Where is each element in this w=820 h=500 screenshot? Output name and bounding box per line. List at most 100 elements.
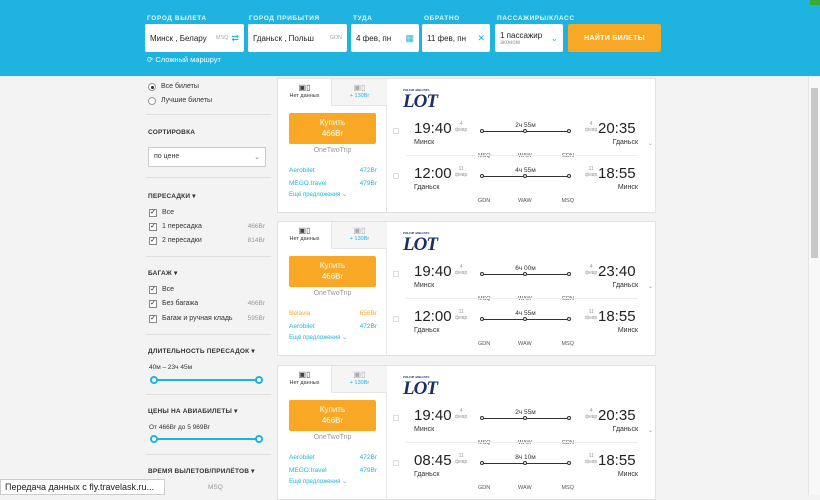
scrollbar[interactable]	[808, 76, 820, 495]
tab-with-baggage-label: + 130Br	[349, 380, 370, 386]
complex-route-link[interactable]: ⟳ Сложный маршрут	[147, 55, 221, 64]
caret-down-icon: ▾	[234, 408, 238, 415]
chevron-down-icon: ⌄	[342, 192, 348, 198]
layover-title[interactable]: ДЛИТЕЛЬНОСТЬ ПЕРЕСАДОК ▾	[148, 347, 255, 355]
arrival-day: 11	[588, 453, 594, 459]
checkbox-stops-all[interactable]: ✓	[149, 209, 157, 217]
arrival-time: 20:35	[598, 407, 636, 424]
arrival-month: февр	[585, 127, 598, 133]
agent-link[interactable]: MEGO.travel	[289, 467, 327, 474]
flight-leg-out[interactable]: 19:40 4 февр Минск 2ч 55м MSQ WAW GDN 4 фе…	[388, 402, 656, 446]
flight-leg-out[interactable]: 19:40 4 февр Минск 2ч 55м MSQ WAW GDN 4 фе…	[388, 115, 656, 159]
stops-1-count: 466Br	[247, 223, 265, 230]
expand-chevron-icon[interactable]: ⌄	[648, 284, 654, 290]
leg-select-checkbox[interactable]	[393, 415, 399, 421]
bag-icon: ▣▯	[298, 370, 311, 379]
leg-select-checkbox[interactable]	[393, 460, 399, 466]
agent-link[interactable]: Belavia	[289, 310, 311, 317]
chevron-down-icon[interactable]: ⌄	[551, 34, 558, 43]
price-range: От 466Br до 5 969Br	[149, 424, 210, 431]
pax-field[interactable]: 1 пассажир эконом	[495, 24, 563, 52]
depart-field[interactable]: 4 фев, пн ▦	[351, 24, 419, 52]
checkbox-stops-1[interactable]: ✓	[149, 223, 157, 231]
buy-button[interactable]: Купить 466Br	[289, 400, 376, 431]
clear-icon[interactable]: ✕	[477, 32, 485, 43]
find-tickets-button[interactable]: НАЙТИ БИЛЕТЫ	[568, 24, 661, 52]
flight-card[interactable]: ▣▯ Нет данных ▣▯ + 130Br Купить 466Br OneTw…	[277, 221, 656, 356]
leg-select-checkbox[interactable]	[393, 271, 399, 277]
arrival-city: Гданьск	[612, 139, 638, 146]
agent-price[interactable]: 656Br	[359, 310, 377, 317]
buy-button[interactable]: Купить 466Br	[289, 113, 376, 144]
expand-chevron-icon[interactable]: ⌄	[648, 428, 654, 434]
checkbox-no-baggage[interactable]: ✓	[149, 300, 157, 308]
route-dot	[523, 461, 527, 465]
flight-card[interactable]: ▣▯ Нет данных ▣▯ + 130Br Купить 466Br OneTw…	[277, 78, 656, 213]
bag-icon: ▣▯	[353, 226, 366, 235]
departure-date: 4 февр	[455, 121, 467, 133]
agent-price[interactable]: 472Br	[359, 167, 377, 174]
times-title[interactable]: ВРЕМЯ ВЫЛЕТОВ/ПРИЛЁТОВ ▾	[148, 467, 255, 475]
radio-all-tickets[interactable]	[148, 83, 156, 91]
leg-select-checkbox[interactable]	[393, 128, 399, 134]
more-offers-link[interactable]: Ещё предложения ⌄	[289, 191, 347, 198]
agent-price[interactable]: 479Br	[359, 467, 377, 474]
return-value: 11 фев, пн	[427, 33, 467, 43]
airport-code: MSQ	[478, 153, 491, 159]
bag-icon: ▣▯	[298, 83, 311, 92]
expand-chevron-icon[interactable]: ⌄	[648, 141, 654, 147]
tab-no-baggage-label: Нет данных	[289, 236, 320, 242]
leg-select-checkbox[interactable]	[393, 316, 399, 322]
arrival-day: 11	[588, 166, 594, 172]
checkbox-stops-2[interactable]: ✓	[149, 237, 157, 245]
agent-link[interactable]: Aerobilet	[289, 323, 315, 330]
buy-label: Купить	[319, 261, 346, 270]
flight-leg-out[interactable]: 19:40 4 февр Минск 6ч 00м MSQ WAW GDN 4 фе…	[388, 258, 656, 302]
pax-value: 1 пассажир	[500, 30, 543, 40]
checkbox-baggage-all[interactable]: ✓	[149, 286, 157, 294]
agent-price[interactable]: 472Br	[359, 323, 377, 330]
agent-link[interactable]: Aerobilet	[289, 167, 315, 174]
stops-title[interactable]: ПЕРЕСАДКИ ▾	[148, 192, 196, 200]
tab-no-baggage[interactable]: ▣▯ Нет данных	[278, 222, 332, 249]
slider-handle-max[interactable]	[255, 376, 263, 384]
buy-button[interactable]: Купить 466Br	[289, 256, 376, 287]
agent-link[interactable]: Aerobilet	[289, 454, 315, 461]
scrollbar-thumb[interactable]	[811, 88, 818, 258]
flight-leg-back[interactable]: 12:00 11 февр Гданьск 4ч 55м GDN WAW MSQ …	[388, 303, 656, 347]
itinerary-panel: POLISH AIRLINES LOT 19:40 4 февр Минск 2ч …	[388, 79, 656, 212]
flight-card[interactable]: ▣▯ Нет данных ▣▯ + 130Br Купить 466Br OneTw…	[277, 365, 656, 500]
sort-select[interactable]: по цене ⌄	[148, 147, 266, 167]
leg-select-checkbox[interactable]	[393, 173, 399, 179]
slider-handle-min[interactable]	[150, 376, 158, 384]
tab-with-baggage[interactable]: ▣▯ + 130Br	[332, 79, 387, 106]
layover-slider[interactable]	[150, 376, 263, 384]
radio-best-tickets[interactable]	[148, 97, 156, 105]
slider-handle-min[interactable]	[150, 435, 158, 443]
return-field[interactable]: 11 фев, пн ✕	[422, 24, 490, 52]
route-dot	[523, 317, 527, 321]
swap-icon[interactable]: ⇄	[231, 32, 239, 43]
agent-price[interactable]: 472Br	[359, 454, 377, 461]
agent-price[interactable]: 479Br	[359, 180, 377, 187]
flight-leg-back[interactable]: 08:45 11 февр Гданьск 8ч 10м GDN WAW MSQ …	[388, 447, 656, 491]
calendar-icon[interactable]: ▦	[405, 32, 414, 43]
agent-link[interactable]: MEGO.travel	[289, 180, 327, 187]
price-slider[interactable]	[150, 435, 263, 443]
tab-with-baggage[interactable]: ▣▯ + 130Br	[332, 222, 387, 249]
tab-no-baggage[interactable]: ▣▯ Нет данных	[278, 79, 332, 106]
baggage-title[interactable]: БАГАЖ ▾	[148, 269, 177, 277]
more-offers-link[interactable]: Ещё предложения ⌄	[289, 334, 347, 341]
slider-handle-max[interactable]	[255, 435, 263, 443]
tab-with-baggage[interactable]: ▣▯ + 130Br	[332, 366, 387, 393]
to-code: GDN	[329, 35, 342, 41]
more-offers-link[interactable]: Ещё предложения ⌄	[289, 478, 347, 485]
layover-range: 40м – 23ч 45м	[149, 364, 193, 371]
checkbox-baggage-hand[interactable]: ✓	[149, 315, 157, 323]
tab-no-baggage[interactable]: ▣▯ Нет данных	[278, 366, 332, 393]
to-field[interactable]: Гданьск , Польш GDN	[248, 24, 347, 52]
price-title[interactable]: ЦЕНЫ НА АВИАБИЛЕТЫ ▾	[148, 407, 238, 415]
flight-leg-back[interactable]: 12:00 11 февр Гданьск 4ч 55м GDN WAW MSQ …	[388, 160, 656, 204]
airline-tagline: POLISH AIRLINES	[403, 88, 430, 92]
from-field[interactable]: Минск , Белару MSQ ⇄	[145, 24, 244, 52]
